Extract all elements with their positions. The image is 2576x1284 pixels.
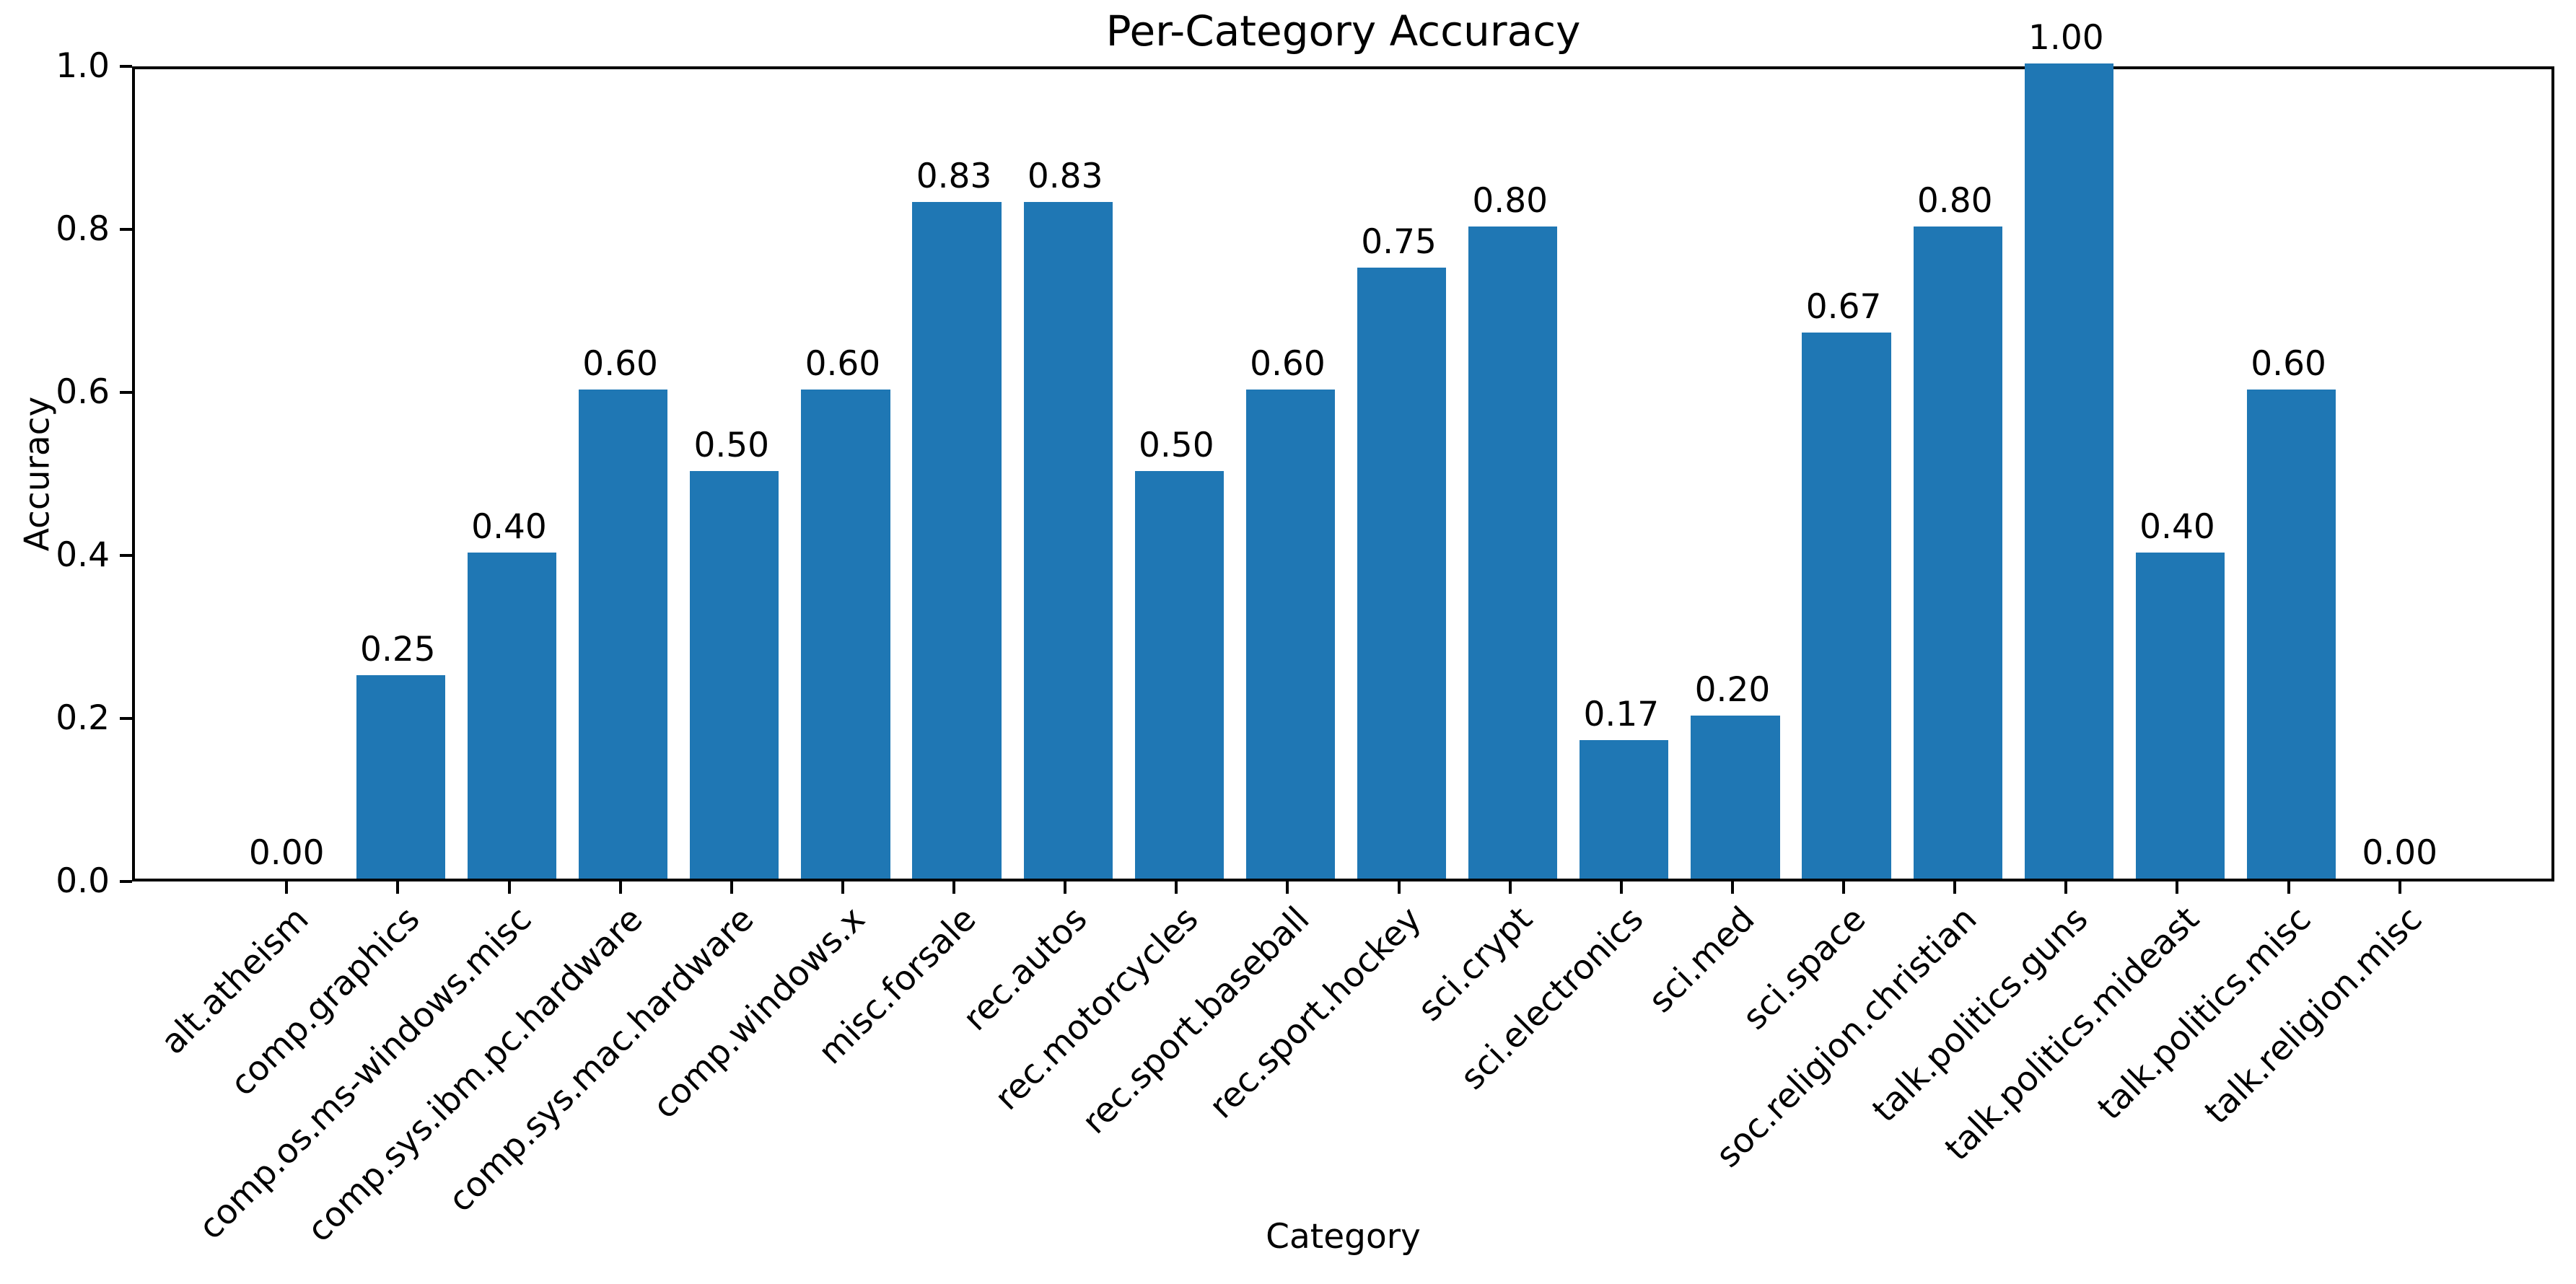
y-axis-tick bbox=[120, 65, 132, 68]
bar bbox=[1580, 739, 1669, 879]
x-axis-tick bbox=[1842, 881, 1846, 894]
x-axis-tick bbox=[2287, 881, 2290, 894]
bar-value-label: 0.00 bbox=[248, 833, 325, 873]
bar-value-label: 0.50 bbox=[693, 426, 770, 465]
x-axis-tick bbox=[507, 881, 511, 894]
x-axis-label: Category bbox=[1266, 1217, 1421, 1257]
bar bbox=[912, 202, 1002, 879]
bar bbox=[2024, 63, 2113, 879]
x-axis-tick bbox=[1397, 881, 1401, 894]
bar-value-label: 0.60 bbox=[805, 344, 881, 384]
x-axis-tick bbox=[285, 881, 289, 894]
bar bbox=[2135, 553, 2225, 879]
chart-title: Per-Category Accuracy bbox=[1105, 6, 1581, 56]
x-axis-tick bbox=[730, 881, 733, 894]
bar bbox=[467, 553, 557, 879]
bar-value-label: 0.80 bbox=[1472, 181, 1548, 221]
bar-value-label: 0.67 bbox=[1805, 286, 1882, 327]
bar bbox=[1134, 471, 1224, 879]
bar-value-label: 0.75 bbox=[1361, 221, 1437, 262]
bar bbox=[1357, 267, 1447, 879]
x-axis-tick bbox=[841, 881, 844, 894]
bar bbox=[690, 471, 779, 879]
bar-value-label: 0.17 bbox=[1583, 694, 1660, 734]
x-axis-tick bbox=[396, 881, 400, 894]
y-axis-tick bbox=[120, 880, 132, 883]
bar-value-label: 0.00 bbox=[2362, 833, 2438, 873]
bar bbox=[1468, 227, 1558, 879]
bar bbox=[801, 390, 890, 879]
x-axis-tick bbox=[2064, 881, 2068, 894]
plot-area bbox=[132, 63, 2554, 881]
bar bbox=[1913, 227, 2002, 879]
bar bbox=[578, 390, 668, 879]
y-tick-label: 1.0 bbox=[56, 46, 110, 86]
bar bbox=[356, 674, 446, 879]
bar-value-label: 0.60 bbox=[2251, 344, 2326, 384]
y-axis-label: Accuracy bbox=[17, 396, 58, 552]
bar-value-label: 0.50 bbox=[1138, 426, 1214, 465]
y-tick-label: 0.0 bbox=[56, 861, 110, 901]
bar-value-label: 0.40 bbox=[2139, 507, 2215, 547]
y-axis-tick bbox=[120, 228, 132, 231]
bar bbox=[1023, 202, 1113, 879]
bar-value-label: 0.20 bbox=[1694, 670, 1771, 710]
y-axis-tick bbox=[120, 717, 132, 720]
bar bbox=[2246, 390, 2336, 879]
x-axis-tick bbox=[1953, 881, 1957, 894]
y-tick-label: 0.2 bbox=[56, 698, 110, 738]
bar-value-label: 0.83 bbox=[1027, 157, 1103, 197]
x-axis-tick bbox=[1619, 881, 1623, 894]
x-axis-tick bbox=[1175, 881, 1178, 894]
y-tick-label: 0.6 bbox=[56, 372, 110, 412]
x-axis-tick bbox=[2398, 881, 2401, 894]
y-axis-tick bbox=[120, 391, 132, 394]
x-axis-tick bbox=[2176, 881, 2179, 894]
bar-value-label: 0.80 bbox=[1916, 181, 1993, 221]
x-axis-tick bbox=[1508, 881, 1512, 894]
y-axis-tick bbox=[120, 554, 132, 557]
bar-value-label: 0.25 bbox=[360, 629, 436, 669]
bar-value-label: 0.60 bbox=[582, 344, 658, 384]
bar bbox=[1691, 716, 1780, 879]
y-tick-label: 0.8 bbox=[56, 209, 110, 249]
bar-value-label: 0.40 bbox=[471, 507, 547, 547]
x-axis-tick bbox=[1064, 881, 1067, 894]
x-axis-tick bbox=[1286, 881, 1289, 894]
bar-value-label: 1.00 bbox=[2028, 18, 2104, 58]
x-axis-tick bbox=[952, 881, 956, 894]
bar-value-label: 0.60 bbox=[1250, 344, 1326, 384]
bar bbox=[1802, 332, 1891, 879]
x-axis-tick bbox=[1730, 881, 1734, 894]
bar-value-label: 0.83 bbox=[916, 157, 992, 197]
x-axis-tick bbox=[618, 881, 622, 894]
y-tick-label: 0.4 bbox=[56, 535, 110, 575]
bar bbox=[1245, 390, 1336, 879]
